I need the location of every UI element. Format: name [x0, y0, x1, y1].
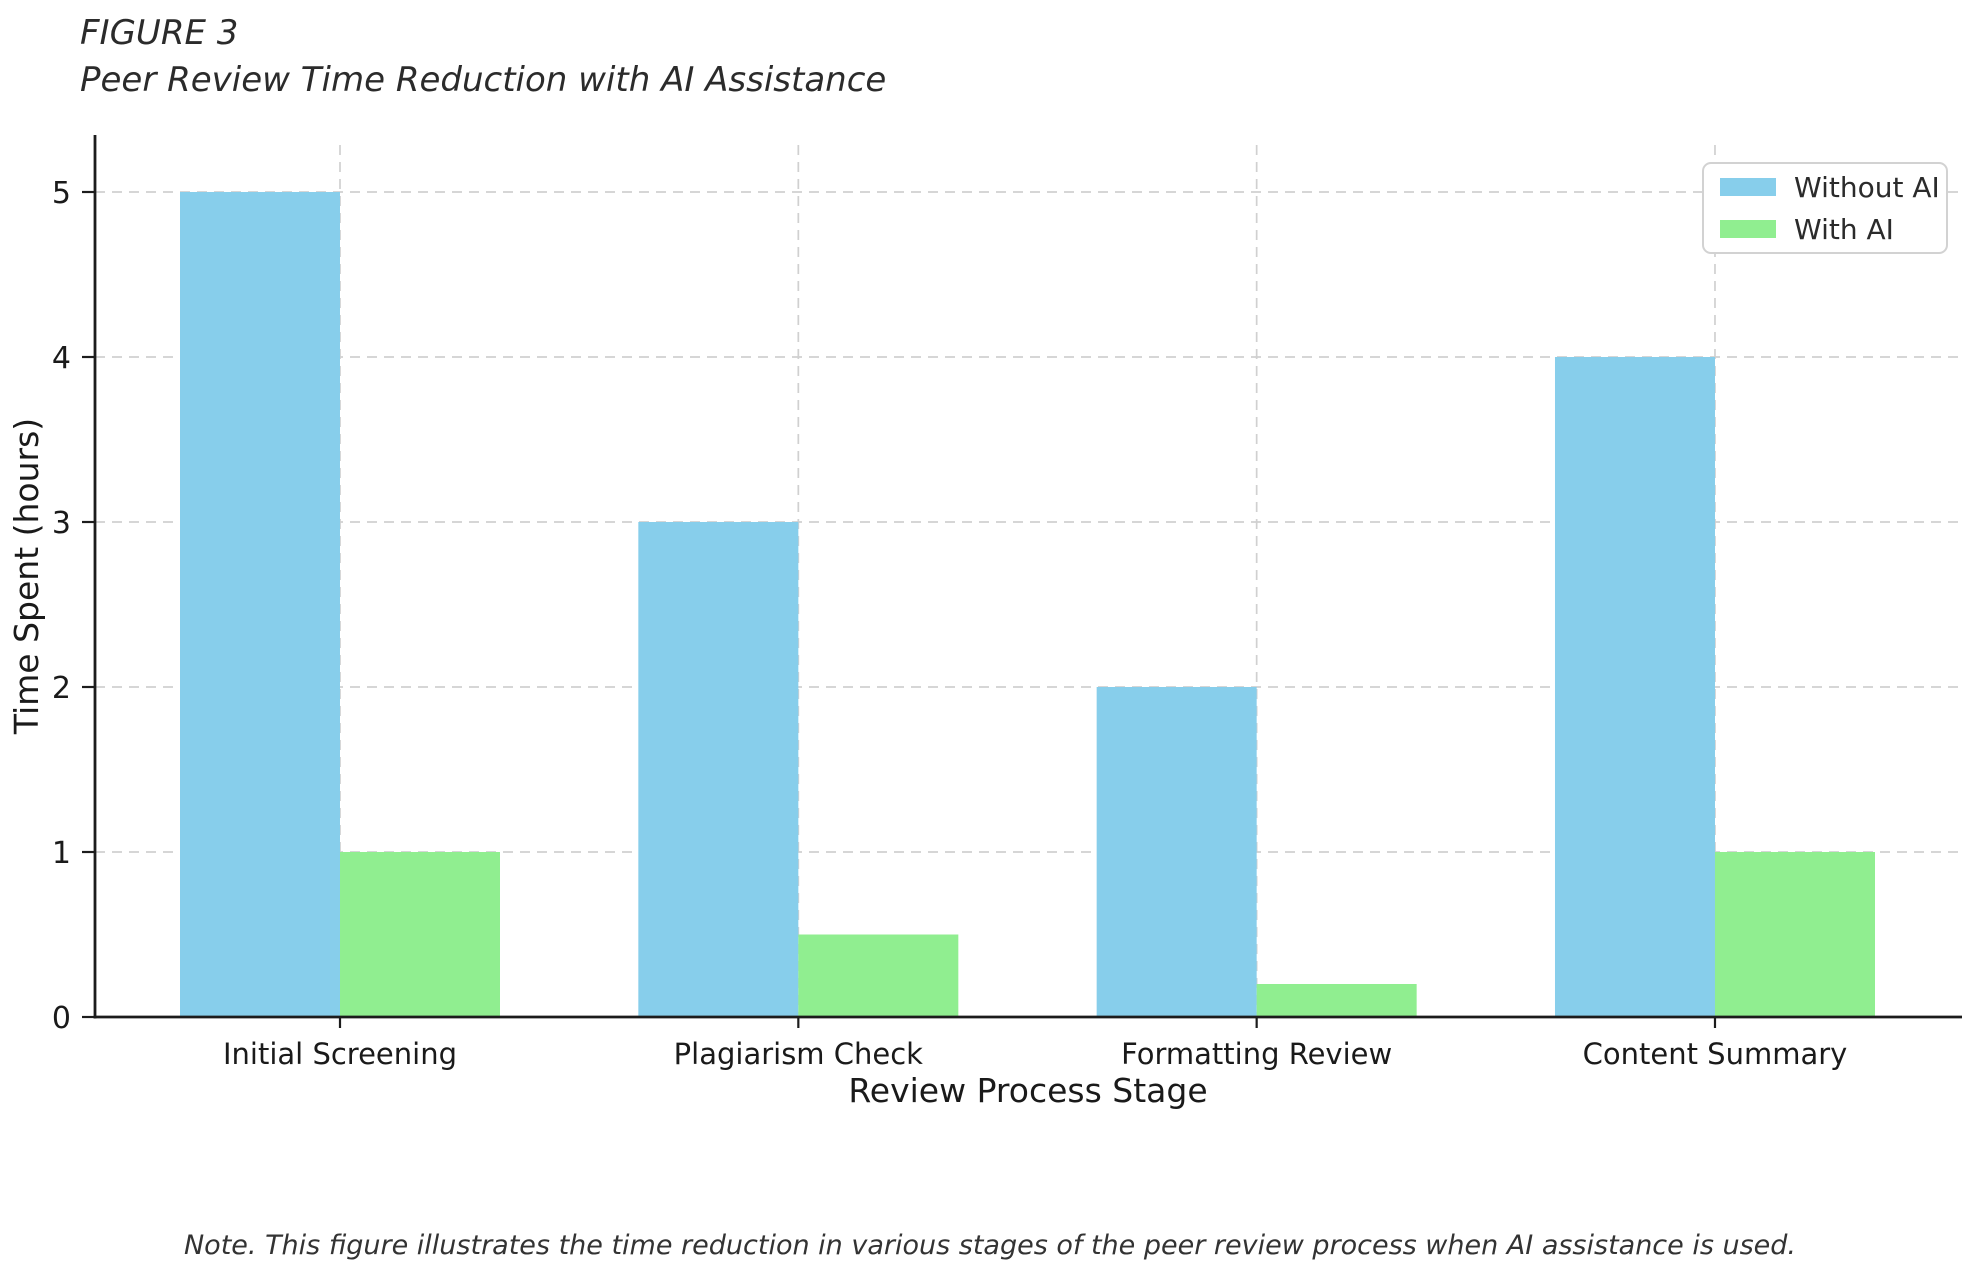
legend-row: With AI: [1720, 213, 1930, 246]
legend-label: With AI: [1794, 212, 1894, 246]
axes: [82, 135, 1962, 1028]
x-tick-label: Initial Screening: [223, 1037, 457, 1071]
legend-row: Without AI: [1720, 171, 1940, 204]
legend-swatch: [1720, 220, 1776, 238]
y-tick-label: 2: [52, 671, 71, 706]
legend: Without AI With AI: [1702, 162, 1948, 254]
x-tick-label: Content Summary: [1583, 1037, 1848, 1071]
bar-with-ai-3: [1714, 852, 1875, 1017]
legend-swatch: [1720, 178, 1776, 196]
y-tick-label: 3: [52, 506, 71, 541]
x-axis-label: Review Process Stage: [848, 1071, 1207, 1110]
tick-labels: 0 1 2 3 4 5 Initial Screening Plagiarism Check F…: [52, 176, 1847, 1071]
bars: [180, 192, 1875, 1017]
y-tick-label: 0: [52, 1001, 71, 1036]
bar-without-ai-1: [638, 522, 799, 1017]
y-tick-label: 5: [52, 176, 71, 211]
y-tick-label: 1: [52, 836, 71, 871]
bar-without-ai-2: [1096, 687, 1257, 1017]
bar-without-ai-3: [1554, 357, 1715, 1017]
y-axis-label: Time Spent (hours): [7, 418, 46, 735]
figure-title-block: FIGURE 3 Peer Review Time Reduction with…: [80, 10, 886, 104]
bar-without-ai-0: [180, 192, 340, 1017]
y-tick-label: 4: [52, 341, 71, 376]
figure-note: Note. This figure illustrates the time r…: [183, 1230, 1797, 1261]
figure-label: FIGURE 3: [80, 13, 239, 53]
legend-label: Without AI: [1794, 170, 1940, 204]
bar-with-ai-0: [340, 852, 500, 1017]
x-tick-label: Formatting Review: [1121, 1037, 1392, 1071]
figure-title: Peer Review Time Reduction with AI Assis…: [80, 60, 887, 100]
bar-with-ai-2: [1256, 984, 1417, 1017]
bar-with-ai-1: [798, 934, 959, 1017]
x-tick-label: Plagiarism Check: [674, 1037, 924, 1071]
